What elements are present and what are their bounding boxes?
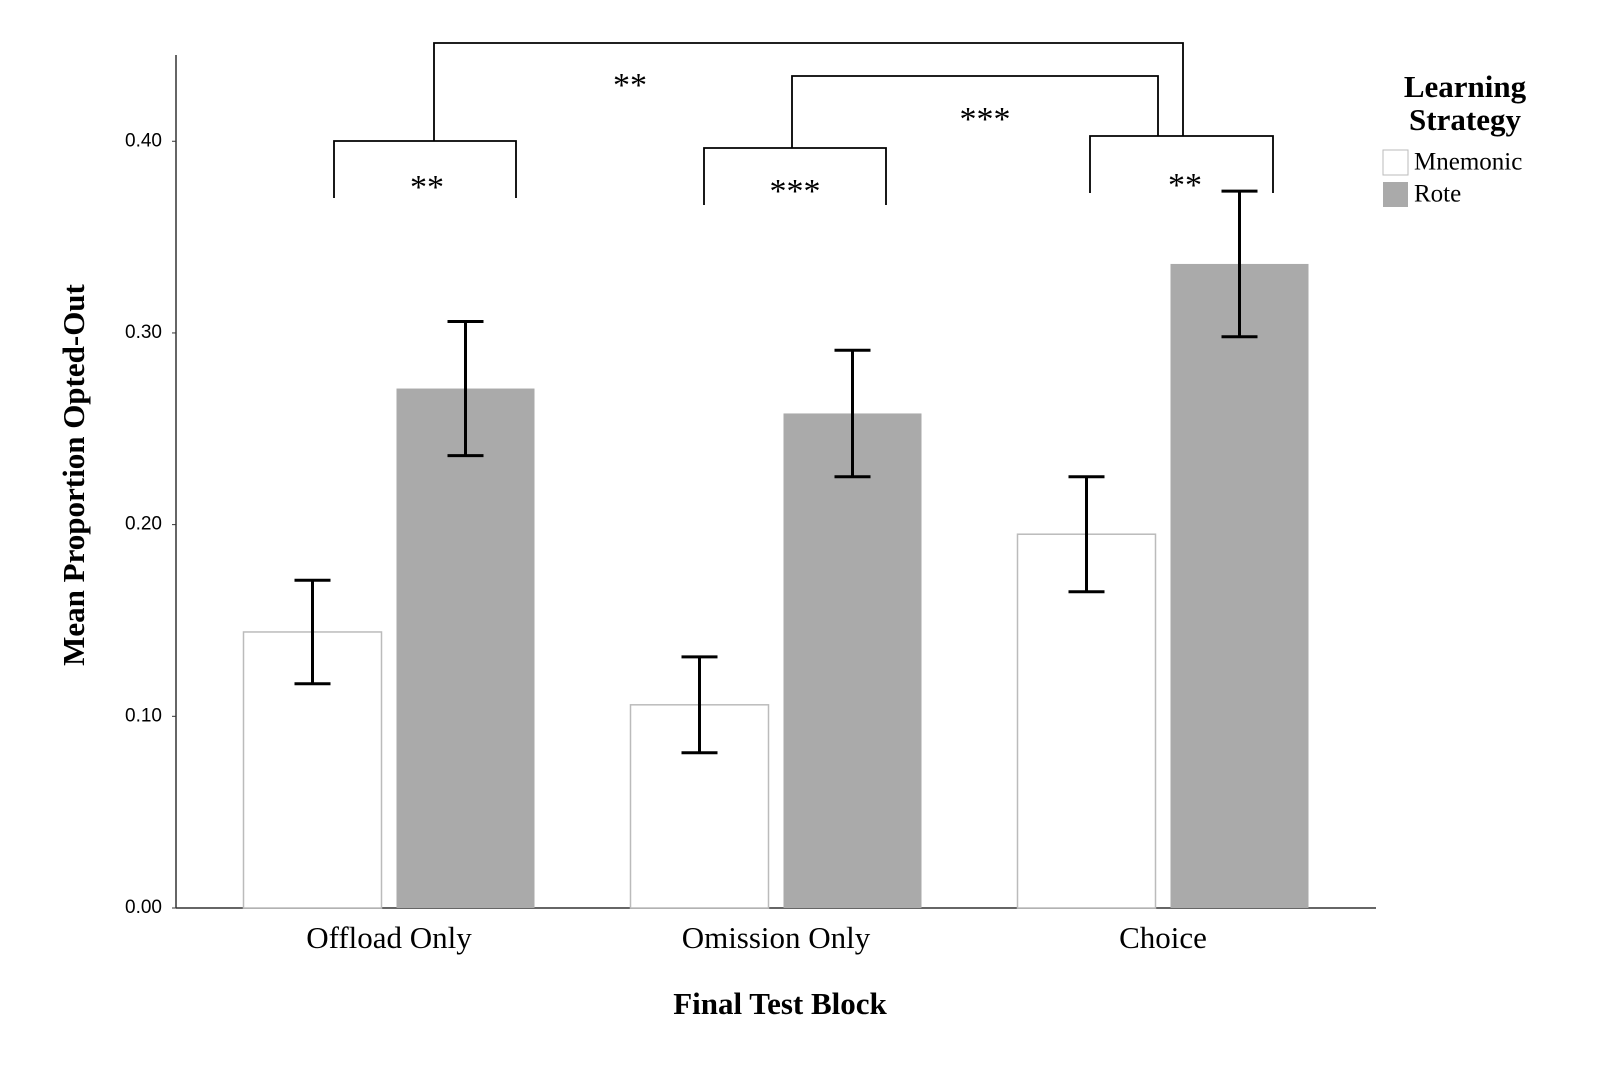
significance-bracket: [703, 147, 887, 205]
significance-bracket: [791, 75, 1159, 148]
y-axis-title: Mean Proportion Opted-Out: [56, 283, 91, 665]
x-axis-title: Final Test Block: [673, 986, 887, 1021]
significance-label: **: [410, 169, 444, 206]
y-tick-label: 0.40: [125, 130, 162, 151]
legend-label: Mnemonic: [1414, 149, 1522, 176]
significance-bracket: [1089, 135, 1274, 193]
legend-label: Rote: [1414, 181, 1461, 208]
significance-label: **: [613, 67, 647, 104]
x-tick-label: Choice: [1119, 920, 1207, 955]
legend-title: Learning Strategy: [1403, 69, 1527, 137]
error-bar: [447, 319, 484, 458]
error-bar: [834, 348, 871, 479]
error-bar: [1221, 189, 1258, 339]
bar: [396, 388, 535, 908]
significance-label: **: [1168, 167, 1202, 204]
error-bar: [1068, 475, 1105, 594]
error-bar: [294, 578, 331, 686]
legend-swatch: [1382, 149, 1409, 176]
bar: [783, 413, 922, 908]
significance-label: ***: [960, 101, 1011, 138]
significance-bracket: [333, 140, 517, 198]
bar: [1170, 263, 1309, 908]
significance-label: ***: [770, 173, 821, 210]
legend-swatch: [1383, 182, 1408, 207]
significance-bracket: [433, 42, 1184, 141]
x-tick-label: Offload Only: [306, 920, 472, 955]
x-tick-label: Omission Only: [682, 920, 871, 955]
y-tick-label: 0.20: [125, 514, 162, 535]
bar: [1016, 533, 1157, 909]
y-tick-label: 0.00: [125, 897, 162, 918]
y-tick-label: 0.30: [125, 322, 162, 343]
y-tick-label: 0.10: [125, 705, 162, 726]
error-bar: [681, 655, 718, 755]
